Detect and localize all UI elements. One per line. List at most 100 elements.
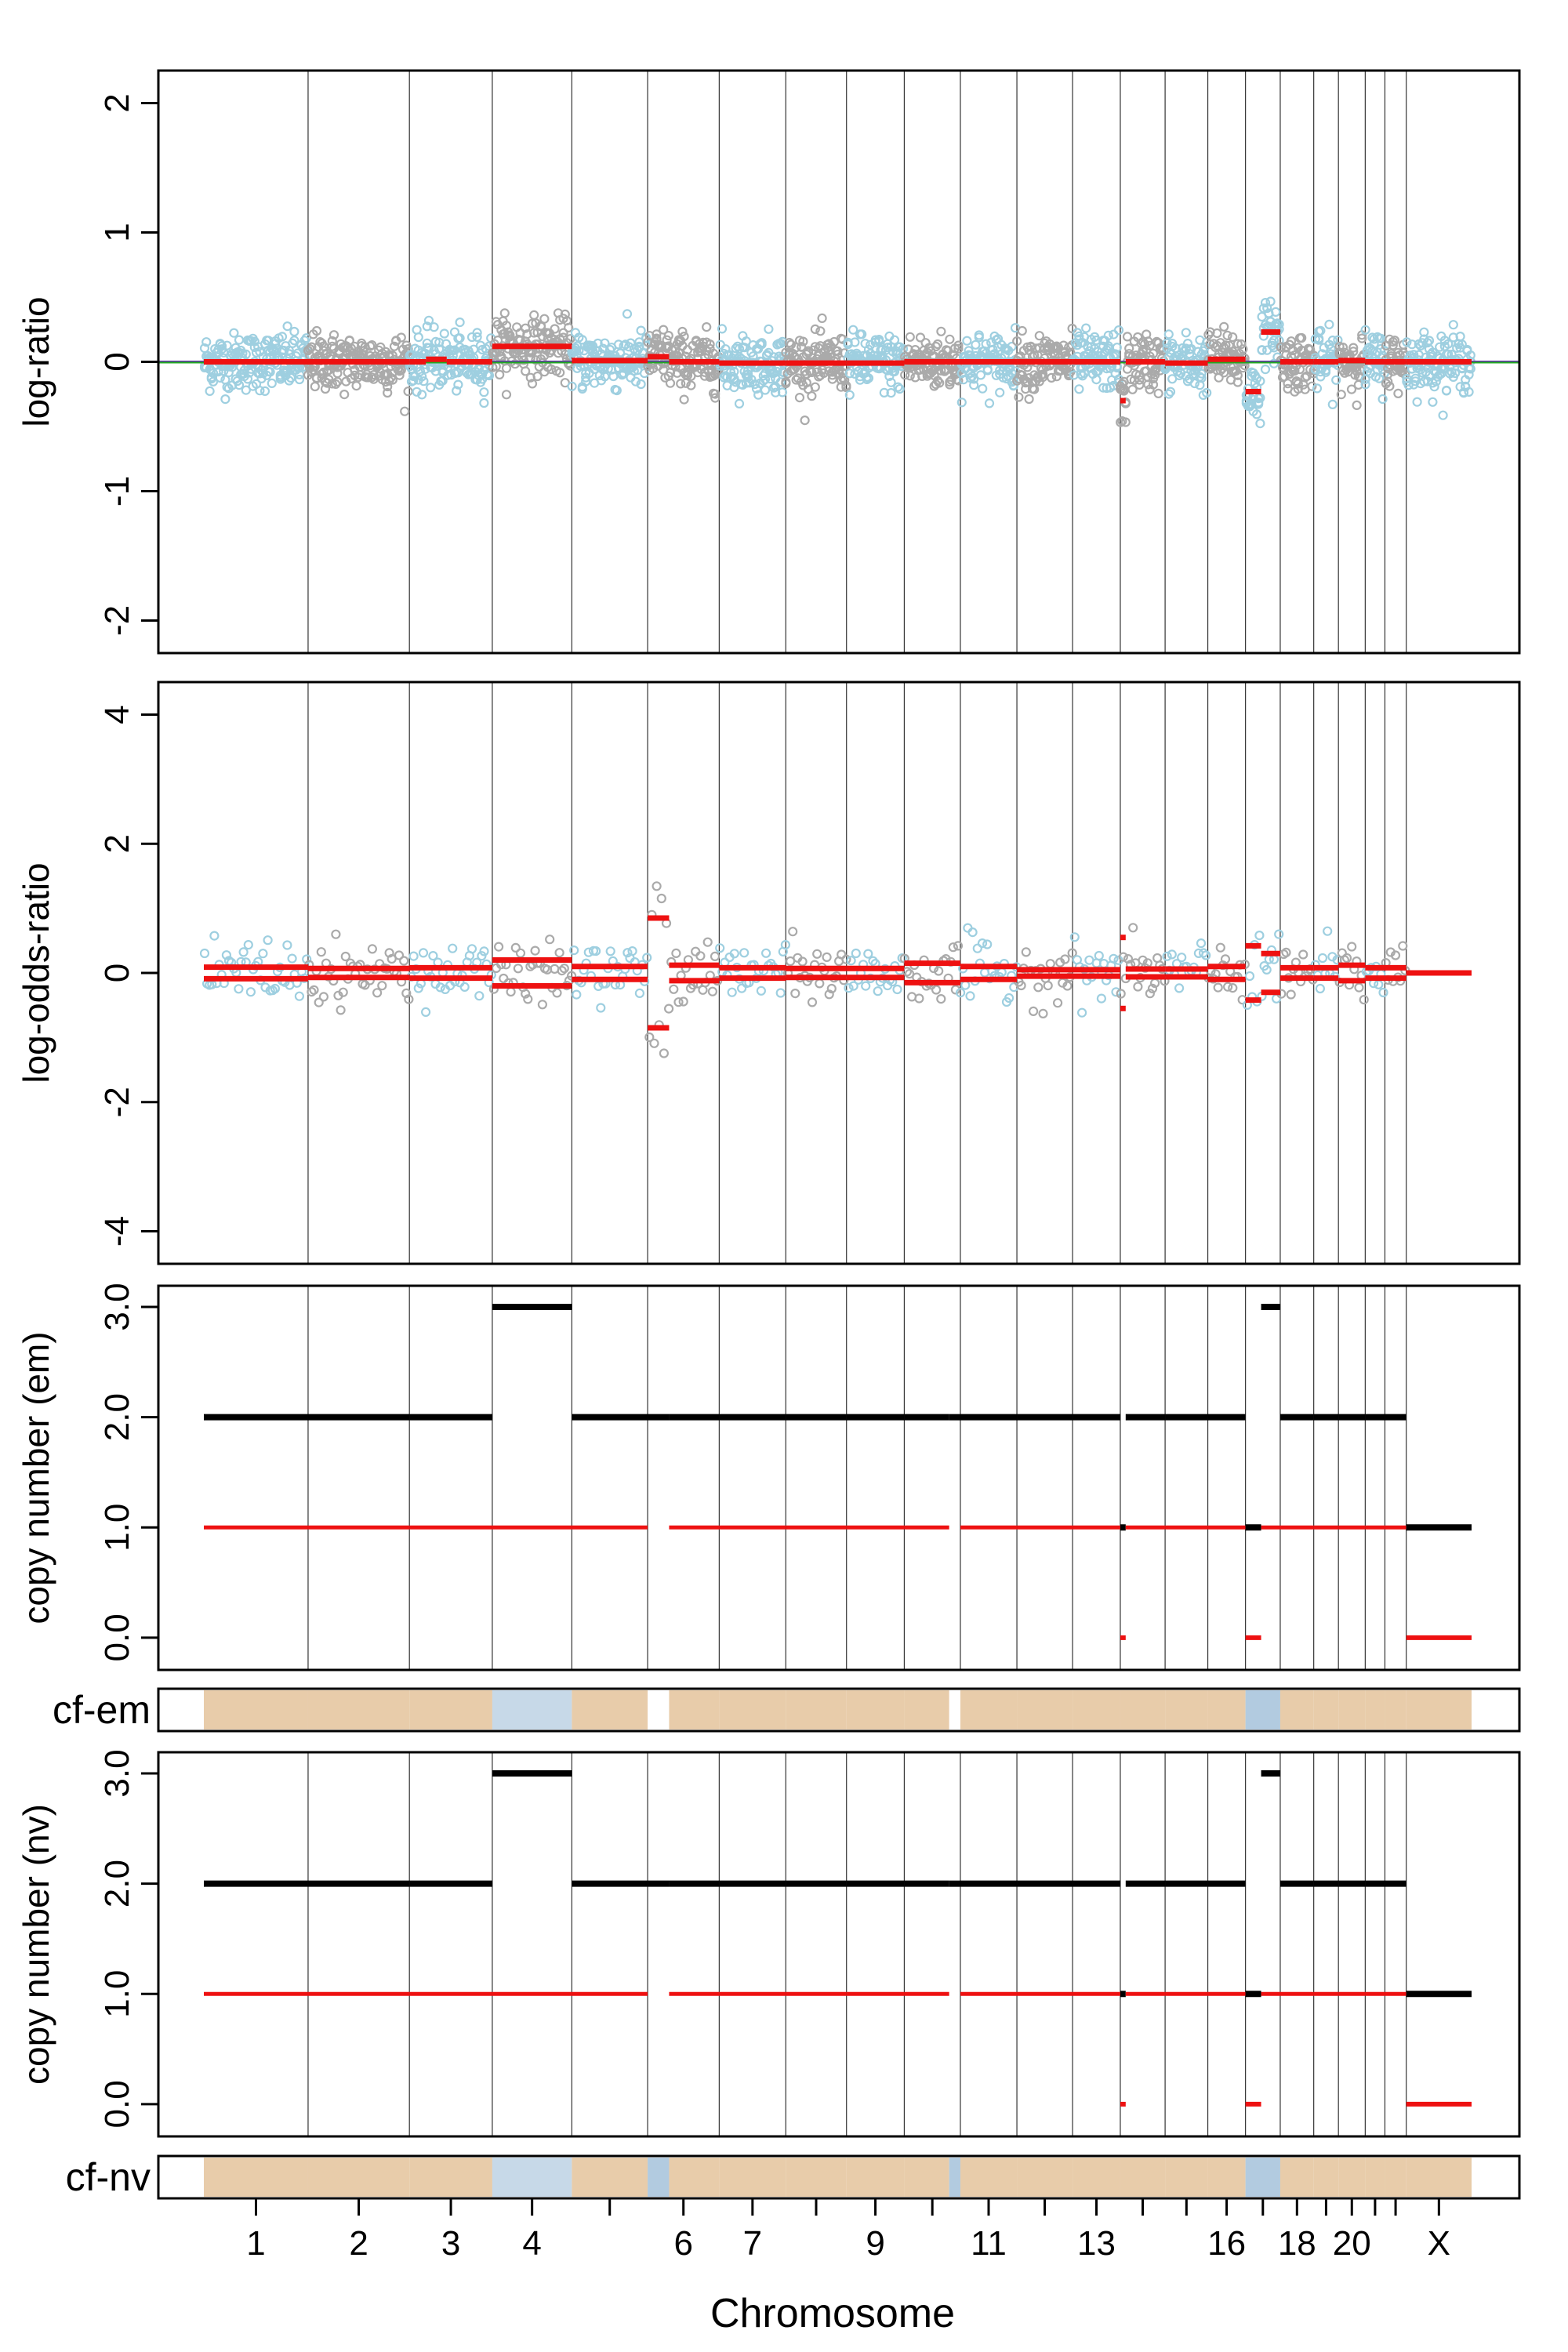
y-axis-label: log-odds-ratio bbox=[16, 862, 56, 1083]
data-point bbox=[900, 370, 910, 380]
data-point bbox=[1034, 331, 1044, 341]
data-point bbox=[220, 394, 230, 405]
data-point bbox=[394, 370, 405, 380]
panel-cf_nv: cf-nv bbox=[66, 2154, 1521, 2200]
data-point bbox=[418, 948, 429, 958]
data-point bbox=[702, 937, 713, 947]
data-point bbox=[1222, 982, 1233, 992]
cf-band bbox=[1338, 2158, 1366, 2197]
cf-band bbox=[1338, 1690, 1366, 1730]
data-point bbox=[331, 929, 341, 939]
data-point bbox=[501, 321, 512, 331]
data-point bbox=[1347, 942, 1357, 952]
x-tick-label: 16 bbox=[1207, 2224, 1246, 2263]
data-point bbox=[429, 322, 439, 332]
data-point bbox=[1438, 410, 1448, 420]
data-point bbox=[886, 388, 896, 398]
data-point bbox=[539, 314, 550, 324]
y-tick-label: 2.0 bbox=[98, 1393, 136, 1441]
x-tick-label: X bbox=[1428, 2224, 1450, 2263]
data-point bbox=[596, 1003, 606, 1013]
data-point bbox=[1134, 379, 1145, 390]
data-point bbox=[781, 377, 791, 387]
cf-band bbox=[572, 2158, 648, 2197]
data-point bbox=[863, 373, 874, 383]
cf-band bbox=[786, 2158, 847, 2197]
data-point bbox=[558, 328, 568, 338]
data-point bbox=[1219, 321, 1229, 332]
data-point bbox=[501, 363, 512, 373]
data-point bbox=[539, 350, 550, 361]
x-tick-label: 4 bbox=[522, 2224, 541, 2263]
data-point bbox=[1383, 376, 1393, 387]
data-point bbox=[662, 343, 672, 354]
data-point bbox=[557, 965, 567, 976]
data-point bbox=[238, 947, 249, 957]
data-point bbox=[1148, 348, 1159, 358]
cf-band bbox=[1313, 1690, 1339, 1730]
data-point bbox=[866, 339, 876, 350]
data-point bbox=[1429, 382, 1439, 392]
data-point bbox=[1374, 979, 1384, 989]
data-point bbox=[554, 948, 564, 958]
data-point bbox=[1109, 953, 1119, 964]
data-point bbox=[1290, 365, 1300, 376]
data-point bbox=[510, 942, 521, 953]
data-point bbox=[1389, 336, 1400, 346]
data-point bbox=[1441, 385, 1452, 396]
data-point bbox=[627, 946, 637, 956]
y-tick-label: 0.0 bbox=[98, 1613, 136, 1661]
data-point bbox=[285, 372, 296, 383]
cf-band bbox=[904, 2158, 949, 2197]
data-point bbox=[848, 325, 858, 335]
cf-band bbox=[1017, 1690, 1073, 1730]
data-point bbox=[750, 379, 760, 390]
data-point bbox=[824, 989, 834, 1000]
data-point bbox=[1103, 330, 1113, 340]
data-point bbox=[1047, 372, 1057, 383]
data-point bbox=[521, 323, 531, 333]
data-point bbox=[383, 381, 393, 392]
data-point bbox=[1450, 368, 1461, 379]
data-point bbox=[569, 945, 579, 956]
data-point bbox=[1244, 971, 1255, 982]
data-point bbox=[338, 987, 348, 997]
data-point bbox=[209, 931, 220, 941]
data-point bbox=[1004, 993, 1014, 1004]
data-point bbox=[757, 338, 767, 348]
data-point bbox=[396, 332, 406, 343]
data-point bbox=[479, 397, 489, 408]
data-point bbox=[415, 366, 426, 376]
data-point bbox=[764, 324, 774, 334]
data-point bbox=[1378, 987, 1388, 998]
data-point bbox=[788, 927, 798, 937]
data-point bbox=[1390, 950, 1401, 960]
y-tick-label: -4 bbox=[98, 1216, 136, 1247]
data-point bbox=[1228, 332, 1238, 343]
data-point bbox=[327, 341, 337, 351]
data-point bbox=[1357, 333, 1367, 343]
data-point bbox=[844, 983, 854, 993]
data-point bbox=[981, 339, 991, 349]
y-axis-label: copy number (em) bbox=[16, 1331, 56, 1624]
panel-cn_nv: 0.0 1.0 2.0 3.0 copy number (nv) bbox=[16, 1749, 1521, 2138]
data-point bbox=[760, 385, 771, 395]
data-point bbox=[812, 949, 822, 959]
data-point bbox=[316, 947, 326, 957]
data-point bbox=[401, 988, 412, 999]
y-tick-label: -1 bbox=[98, 476, 136, 506]
data-point bbox=[969, 374, 979, 384]
data-point bbox=[474, 991, 485, 1001]
data-point bbox=[1448, 320, 1458, 330]
data-point bbox=[552, 988, 562, 998]
data-point bbox=[1228, 982, 1238, 993]
data-point bbox=[790, 988, 800, 999]
data-point bbox=[404, 994, 414, 1004]
data-point bbox=[1315, 983, 1326, 994]
data-point bbox=[1232, 339, 1243, 349]
data-point bbox=[1367, 332, 1377, 343]
x-tick-label: 7 bbox=[743, 2224, 762, 2263]
data-point bbox=[1109, 329, 1119, 339]
data-point bbox=[417, 390, 427, 400]
data-point bbox=[289, 336, 299, 346]
